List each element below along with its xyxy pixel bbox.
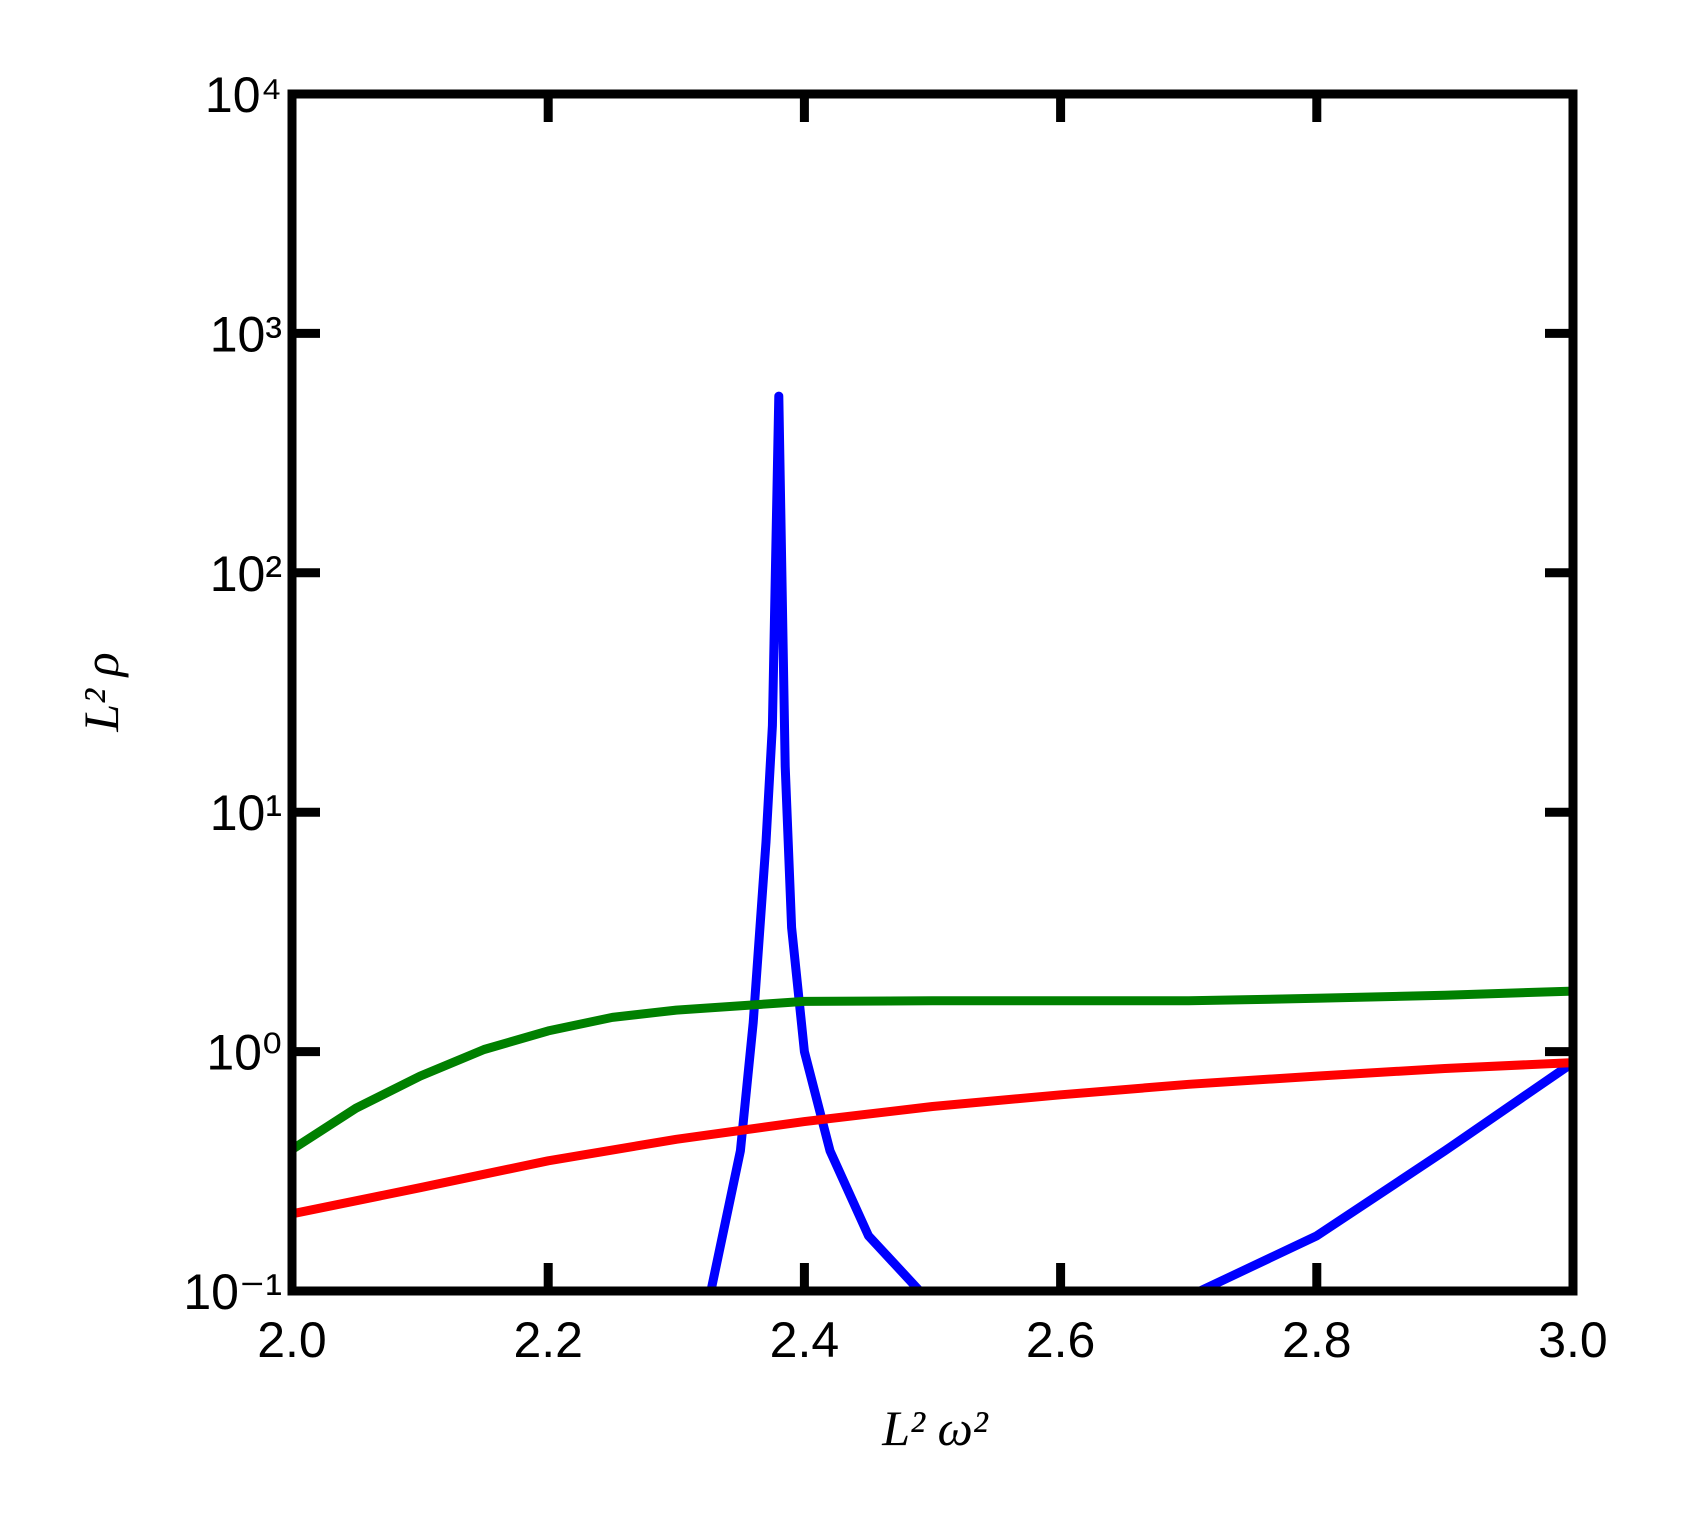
x-tick-label: 2.6 <box>1026 1312 1096 1368</box>
plot-frame <box>287 89 1578 1296</box>
y-tick-label: 10² <box>210 546 282 602</box>
y-tick-label: 10¹ <box>210 785 282 841</box>
x-tick-label: 3.0 <box>1538 1312 1608 1368</box>
x-tick-label: 2.2 <box>513 1312 583 1368</box>
y-tick-label: 10³ <box>210 306 282 362</box>
y-tick-label: 10⁴ <box>205 67 282 123</box>
x-axis-label: L² ω² <box>881 1400 989 1456</box>
series-line <box>706 391 1573 1291</box>
x-tick-label: 2.0 <box>257 1312 327 1368</box>
y-tick-label: 10⁰ <box>206 1025 282 1081</box>
x-tick-label: 2.8 <box>1282 1312 1352 1368</box>
series-line <box>292 1058 1573 1219</box>
series-line <box>292 986 1573 1154</box>
plot-area <box>292 391 1573 1291</box>
y-axis-label: L² ρ <box>73 652 129 732</box>
x-tick-label: 2.4 <box>770 1312 840 1368</box>
y-tick-label: 10⁻¹ <box>183 1264 282 1320</box>
